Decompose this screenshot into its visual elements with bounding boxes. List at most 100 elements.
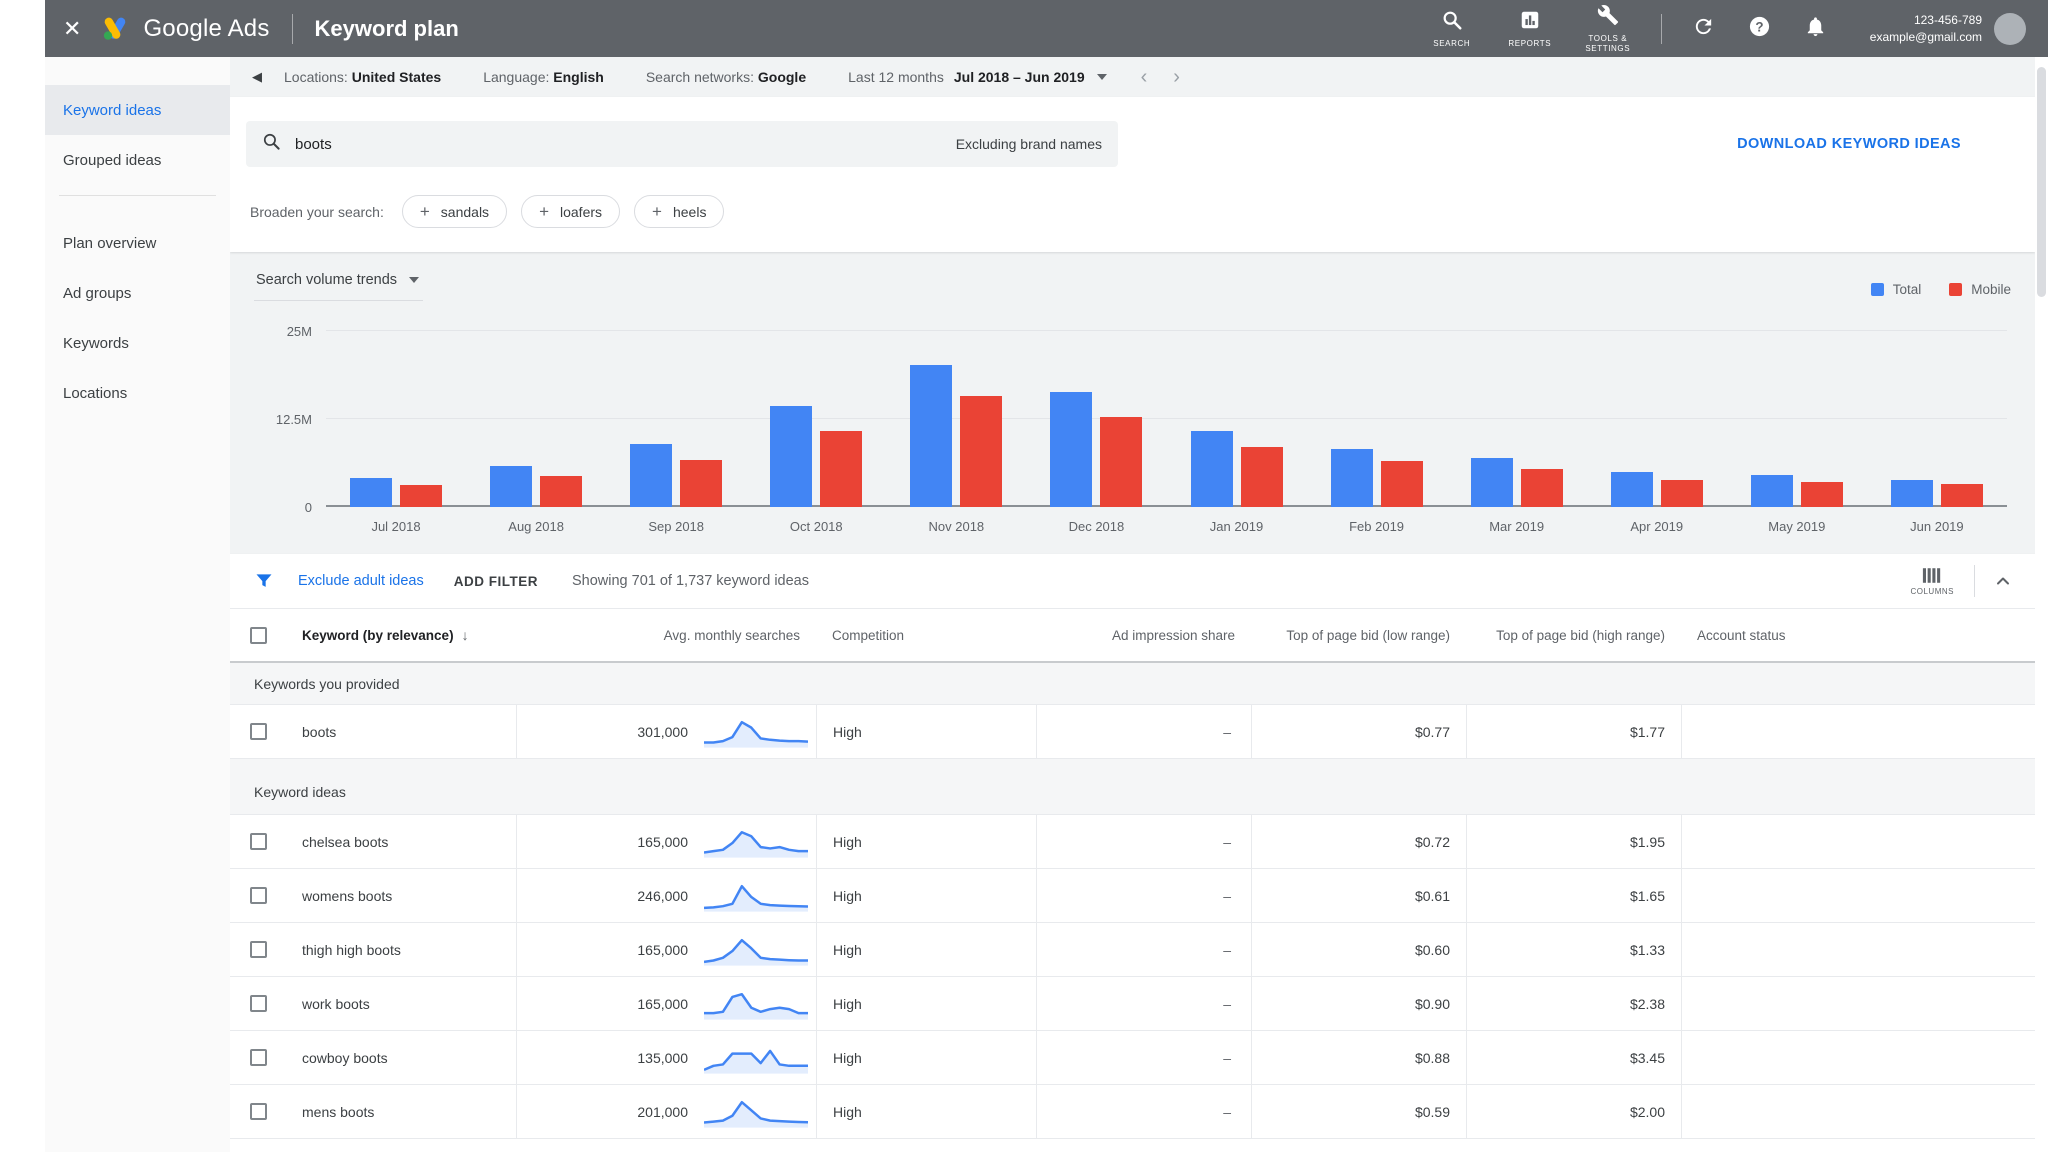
competition-cell: High: [816, 1031, 1036, 1084]
search-volume-chart: Search volume trends TotalMobile 25M12.5…: [230, 252, 2035, 540]
context-filter-locations[interactable]: Locations: United States: [284, 69, 441, 85]
chip-label: loafers: [560, 204, 602, 220]
bar-mobile: [820, 431, 862, 507]
bid-low-value: $0.72: [1415, 834, 1450, 850]
sparkline: [704, 986, 808, 1022]
legend-item-mobile: Mobile: [1949, 282, 2011, 297]
columns-button[interactable]: COLUMNS: [1910, 567, 1954, 596]
bar-mobile: [680, 460, 722, 507]
row-checkbox-cell: [230, 705, 286, 758]
table-row: work boots165,000High–$0.90$2.38: [230, 977, 2035, 1031]
chart-x-tick: Nov 2018: [886, 519, 1026, 534]
row-checkbox[interactable]: [250, 887, 267, 904]
ad-impression-share-value: –: [1223, 834, 1231, 850]
refresh-icon: [1692, 15, 1715, 43]
sidebar-item-keyword-ideas[interactable]: Keyword ideas: [45, 85, 230, 135]
row-checkbox[interactable]: [250, 1103, 267, 1120]
context-filter-language[interactable]: Language: English: [483, 69, 604, 85]
section-label-text: Keyword ideas: [254, 784, 346, 800]
sidebar-item-grouped-ideas[interactable]: Grouped ideas: [45, 135, 230, 185]
account-id: 123-456-789: [1870, 12, 1982, 28]
bid-high-value: $1.33: [1630, 942, 1665, 958]
date-range-dropdown[interactable]: Last 12 months Jul 2018 – Jun 2019: [848, 69, 1107, 85]
bar-mobile: [960, 396, 1002, 507]
scrollbar-thumb[interactable]: [2037, 67, 2046, 297]
prev-period-button[interactable]: ‹: [1141, 66, 1148, 89]
bar-group-feb-2019: [1307, 331, 1447, 507]
tools-settings-nav-button[interactable]: TOOLS & SETTINGS: [1569, 4, 1647, 54]
select-all-checkbox[interactable]: [250, 627, 267, 644]
legend-label: Mobile: [1971, 282, 2011, 297]
broaden-chip-sandals[interactable]: +sandals: [402, 195, 507, 228]
chart-type-dropdown[interactable]: Search volume trends: [254, 272, 423, 301]
refresh-button[interactable]: [1676, 15, 1732, 43]
table-header-row: Keyword (by relevance)↓Avg. monthly sear…: [230, 609, 2035, 663]
download-keyword-ideas-button[interactable]: DOWNLOAD KEYWORD IDEAS: [1737, 136, 1961, 152]
sidebar-item-plan-overview[interactable]: Plan overview: [45, 218, 230, 268]
bar-total: [1331, 449, 1373, 507]
search-nav-button[interactable]: SEARCH: [1413, 9, 1491, 49]
chart-y-tick: 12.5M: [254, 412, 312, 427]
avg-monthly-searches-cell: 246,000: [516, 869, 816, 922]
broaden-chip-loafers[interactable]: +loafers: [521, 195, 620, 228]
next-period-button[interactable]: ›: [1173, 66, 1180, 89]
add-filter-button[interactable]: ADD FILTER: [454, 574, 538, 589]
broaden-chip-heels[interactable]: +heels: [634, 195, 724, 228]
chart-y-tick: 0: [254, 500, 312, 515]
notifications-button[interactable]: [1788, 15, 1844, 43]
chart-y-tick: 25M: [254, 324, 312, 339]
bar-total: [910, 365, 952, 507]
account-status-cell: [1681, 977, 2035, 1030]
collapse-table-button[interactable]: [1995, 573, 2011, 589]
date-range-label: Last 12 months: [848, 69, 944, 85]
row-checkbox[interactable]: [250, 833, 267, 850]
searches-value: 135,000: [624, 1050, 688, 1066]
bar-total: [490, 466, 532, 507]
bar-mobile: [1100, 417, 1142, 507]
chart-plot: 25M12.5M0: [254, 331, 2011, 507]
exclude-adult-ideas-filter[interactable]: Exclude adult ideas: [298, 573, 424, 589]
reports-nav-button[interactable]: REPORTS: [1491, 9, 1569, 49]
bid-low-value: $0.90: [1415, 996, 1450, 1012]
keyword-search-input[interactable]: boots Excluding brand names: [246, 121, 1118, 167]
column-header-top-of-page-bid-low-range[interactable]: Top of page bid (low range): [1251, 628, 1466, 643]
row-checkbox[interactable]: [250, 1049, 267, 1066]
broaden-search-label: Broaden your search:: [250, 204, 384, 220]
back-arrow-icon[interactable]: ◀: [252, 69, 262, 85]
sidebar-item-locations[interactable]: Locations: [45, 368, 230, 418]
sidebar-item-label: Grouped ideas: [63, 152, 161, 169]
bid-high-cell: $3.45: [1466, 1031, 1681, 1084]
bid-high-value: $1.65: [1630, 888, 1665, 904]
sidebar-item-label: Keywords: [63, 335, 129, 352]
row-checkbox[interactable]: [250, 723, 267, 740]
column-header-competition[interactable]: Competition: [816, 628, 1036, 643]
column-header-top-of-page-bid-high-range[interactable]: Top of page bid (high range): [1466, 628, 1681, 643]
avg-monthly-searches-cell: 165,000: [516, 977, 816, 1030]
column-header-label: Account status: [1697, 628, 1786, 643]
bar-total: [350, 478, 392, 507]
chart-x-tick: Dec 2018: [1026, 519, 1166, 534]
bid-low-cell: $0.90: [1251, 977, 1466, 1030]
row-checkbox[interactable]: [250, 995, 267, 1012]
sidebar-item-keywords[interactable]: Keywords: [45, 318, 230, 368]
context-filter-search-networks[interactable]: Search networks: Google: [646, 69, 806, 85]
bar-total: [770, 406, 812, 507]
chart-x-tick: Apr 2019: [1587, 519, 1727, 534]
bid-high-value: $1.95: [1630, 834, 1665, 850]
column-header-ad-impression-share[interactable]: Ad impression share: [1036, 628, 1251, 643]
bar-mobile: [1381, 461, 1423, 507]
chevron-down-icon: [409, 277, 419, 283]
column-header-keyword-by-relevance[interactable]: Keyword (by relevance)↓: [286, 627, 516, 643]
date-range-value: Jul 2018 – Jun 2019: [954, 69, 1085, 85]
brand-exclusion-filter[interactable]: Excluding brand names: [956, 136, 1102, 152]
row-checkbox[interactable]: [250, 941, 267, 958]
keyword-cell: womens boots: [286, 869, 516, 922]
help-button[interactable]: ?: [1732, 15, 1788, 43]
column-header-avg-monthly-searches[interactable]: Avg. monthly searches: [516, 628, 816, 643]
ad-impression-share-cell: –: [1036, 1031, 1251, 1084]
column-header-account-status[interactable]: Account status: [1681, 628, 2035, 643]
bid-low-cell: $0.60: [1251, 923, 1466, 976]
close-icon[interactable]: ✕: [63, 16, 81, 42]
avatar[interactable]: [1994, 13, 2026, 45]
sidebar-item-ad-groups[interactable]: Ad groups: [45, 268, 230, 318]
